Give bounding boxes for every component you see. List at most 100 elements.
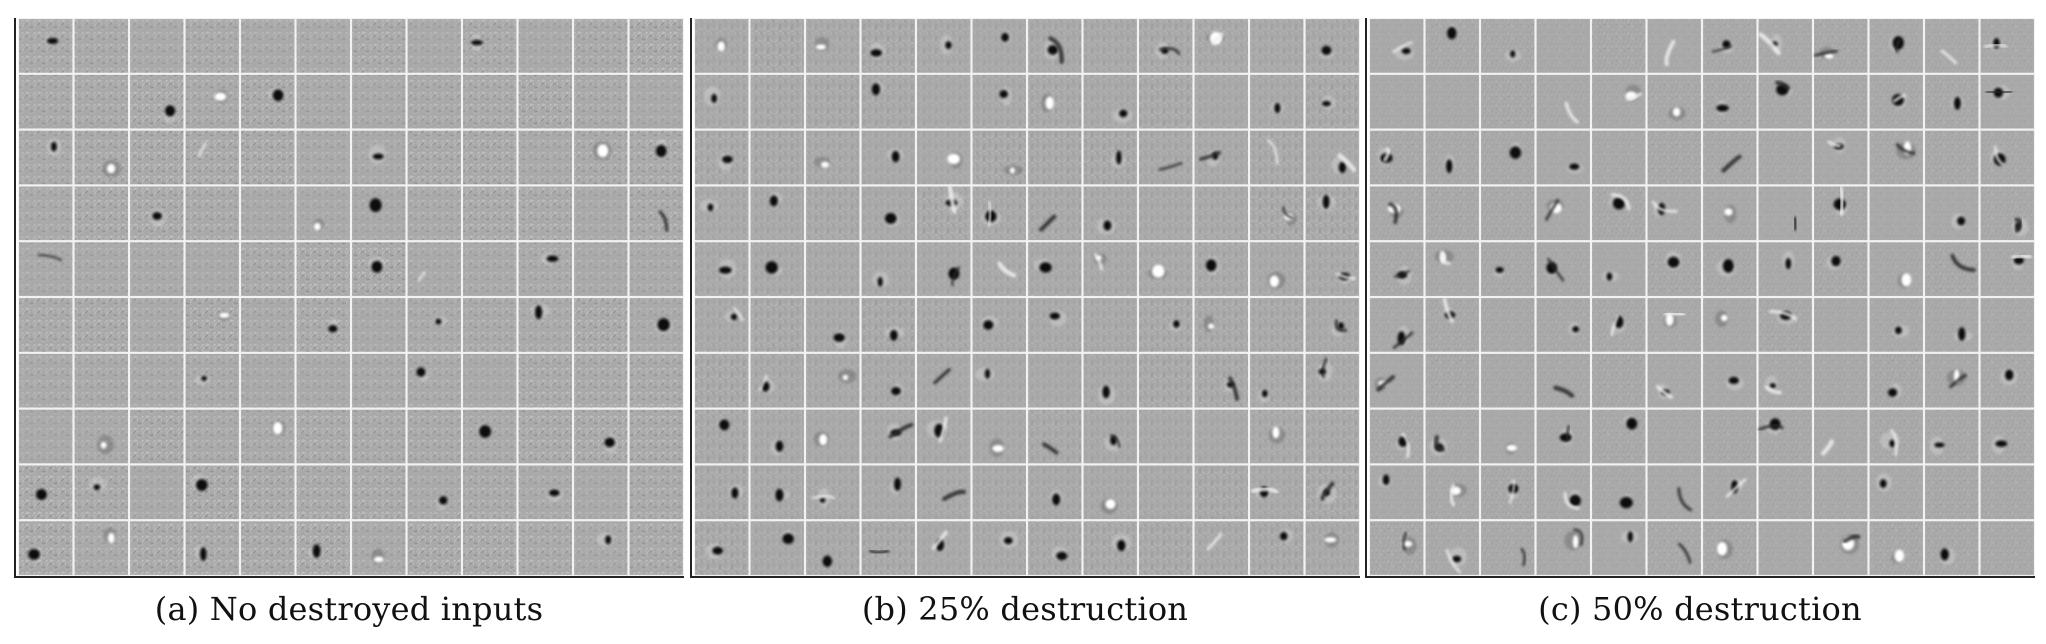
filter-tile bbox=[695, 186, 749, 241]
filter-tile bbox=[1703, 242, 1757, 296]
filter-tile bbox=[518, 186, 572, 241]
filter-tile bbox=[463, 409, 517, 464]
filter-tile bbox=[185, 353, 239, 408]
filter-tile bbox=[74, 353, 128, 408]
filter-tile bbox=[1758, 465, 1812, 520]
filter-tile bbox=[1083, 74, 1137, 129]
filter-tile bbox=[185, 242, 239, 296]
filter-tile bbox=[1028, 74, 1082, 129]
filter-tile bbox=[1139, 130, 1193, 185]
filter-tile bbox=[241, 521, 295, 575]
filter-tile bbox=[407, 242, 461, 296]
filter-tile bbox=[463, 74, 517, 129]
filter-tile bbox=[1139, 409, 1193, 464]
filter-tile bbox=[463, 130, 517, 185]
filter-tile bbox=[861, 409, 915, 464]
filter-tile bbox=[352, 242, 406, 296]
filter-tile bbox=[1194, 465, 1248, 520]
filter-tile bbox=[1814, 298, 1868, 352]
filter-tile bbox=[1194, 19, 1248, 73]
filter-tile bbox=[1814, 130, 1868, 185]
filter-tile bbox=[1370, 242, 1424, 296]
filter-tile bbox=[750, 298, 804, 352]
filter-tile bbox=[1083, 521, 1137, 575]
filter-tile bbox=[1703, 465, 1757, 520]
filter-tile bbox=[1250, 465, 1304, 520]
filter-tile bbox=[861, 186, 915, 241]
filter-tile bbox=[972, 74, 1026, 129]
filter-tile bbox=[806, 409, 860, 464]
filter-tile bbox=[1814, 19, 1868, 73]
filter-tile bbox=[241, 298, 295, 352]
filter-tile bbox=[574, 409, 628, 464]
filter-tile bbox=[1869, 353, 1923, 408]
filter-tile bbox=[1925, 521, 1979, 575]
filter-tile bbox=[1536, 242, 1590, 296]
filter-tile bbox=[407, 186, 461, 241]
filter-tile bbox=[241, 130, 295, 185]
filter-tile bbox=[629, 298, 683, 352]
panel-c-filter-grid bbox=[1365, 18, 2035, 578]
filter-tile bbox=[296, 409, 350, 464]
filter-tile bbox=[806, 74, 860, 129]
filter-tile bbox=[1139, 186, 1193, 241]
filter-tile bbox=[1925, 465, 1979, 520]
filter-tile bbox=[74, 409, 128, 464]
filter-tile bbox=[695, 130, 749, 185]
filter-tile bbox=[1250, 409, 1304, 464]
filter-tile bbox=[1028, 130, 1082, 185]
filter-tile bbox=[518, 74, 572, 129]
panel-b-filter-grid bbox=[690, 18, 1360, 578]
filter-tile bbox=[1139, 521, 1193, 575]
filter-tile bbox=[861, 353, 915, 408]
filter-tile bbox=[1194, 130, 1248, 185]
filter-tile bbox=[1425, 353, 1479, 408]
filter-tile bbox=[806, 186, 860, 241]
filter-tile bbox=[806, 19, 860, 73]
filter-tile bbox=[861, 74, 915, 129]
filter-tile bbox=[1083, 409, 1137, 464]
filter-tile bbox=[463, 298, 517, 352]
filter-tile bbox=[1869, 242, 1923, 296]
filter-tile bbox=[695, 242, 749, 296]
filter-tile bbox=[1980, 298, 2034, 352]
filter-tile bbox=[1869, 74, 1923, 129]
filter-tile bbox=[1592, 353, 1646, 408]
filter-tile bbox=[185, 74, 239, 129]
filter-tile bbox=[130, 298, 184, 352]
filter-tile bbox=[1028, 353, 1082, 408]
filter-tile bbox=[19, 130, 73, 185]
filter-tile bbox=[629, 242, 683, 296]
filter-tile bbox=[19, 242, 73, 296]
filter-tile bbox=[352, 465, 406, 520]
filter-tile bbox=[1370, 353, 1424, 408]
filter-tile bbox=[1536, 409, 1590, 464]
filter-tile bbox=[1139, 74, 1193, 129]
filter-tile bbox=[518, 409, 572, 464]
filter-tile bbox=[1647, 521, 1701, 575]
filter-tile bbox=[1250, 19, 1304, 73]
filter-tile bbox=[463, 521, 517, 575]
filter-tile bbox=[1703, 19, 1757, 73]
filter-tile bbox=[917, 409, 971, 464]
filter-tile bbox=[1481, 19, 1535, 73]
filter-tile bbox=[1647, 242, 1701, 296]
filter-tile bbox=[972, 19, 1026, 73]
filter-tile bbox=[1370, 521, 1424, 575]
filter-tile bbox=[1925, 298, 1979, 352]
filter-tile bbox=[1425, 409, 1479, 464]
filter-tile bbox=[972, 465, 1026, 520]
filter-tile bbox=[1481, 130, 1535, 185]
filter-tile bbox=[917, 465, 971, 520]
filter-tile bbox=[629, 353, 683, 408]
filter-tile bbox=[972, 130, 1026, 185]
filter-tile bbox=[861, 521, 915, 575]
filter-tile bbox=[518, 465, 572, 520]
filter-tile bbox=[1481, 74, 1535, 129]
filter-tile bbox=[806, 298, 860, 352]
filter-tile bbox=[19, 409, 73, 464]
filter-tile bbox=[972, 186, 1026, 241]
filter-tile bbox=[1481, 465, 1535, 520]
filter-tile bbox=[574, 521, 628, 575]
filter-tile bbox=[241, 353, 295, 408]
